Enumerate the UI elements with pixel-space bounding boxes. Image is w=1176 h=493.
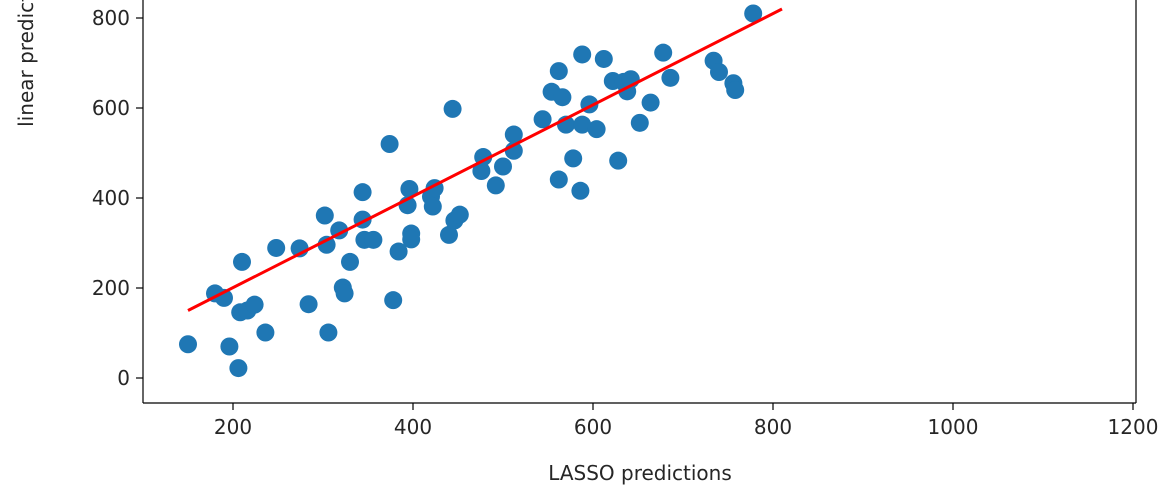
scatter-point — [494, 157, 512, 176]
scatter-point — [353, 183, 372, 202]
scatter-point — [573, 115, 592, 134]
scatter-point — [443, 99, 462, 118]
scatter-point — [573, 45, 592, 64]
scatter-point — [335, 284, 354, 303]
scatter-point — [654, 43, 673, 62]
scatter-point — [472, 162, 491, 180]
scatter-point — [267, 238, 286, 257]
x-tick-label: 1200 — [1108, 415, 1159, 439]
scatter-point — [384, 291, 403, 310]
scatter-point — [319, 323, 338, 342]
y-tick-label: 600 — [92, 96, 130, 120]
scatter-point — [609, 151, 628, 170]
x-tick-label: 200 — [214, 415, 252, 439]
x-axis-title: LASSO predictions — [548, 461, 732, 485]
scatter-point — [402, 230, 421, 249]
scatter-point — [533, 110, 552, 129]
scatter-point — [315, 206, 334, 225]
scatter-point — [486, 176, 505, 195]
scatter-point — [220, 337, 239, 356]
y-tick-label: 200 — [92, 276, 130, 300]
scatter-point — [549, 62, 568, 81]
y-tick-label: 800 — [92, 6, 130, 30]
fit-line — [187, 7, 783, 312]
scatter-point — [233, 252, 251, 271]
scatter-point — [179, 335, 197, 354]
scatter-point — [317, 235, 336, 254]
scatter-point — [380, 135, 399, 153]
scatter-point — [299, 295, 318, 314]
scatter-point — [389, 242, 408, 261]
scatter-point — [553, 88, 572, 107]
scatter-point — [245, 295, 264, 314]
scatter-point — [594, 49, 613, 68]
scatter-point — [364, 230, 383, 249]
x-tick-label: 1000 — [928, 415, 979, 439]
scatter-point — [450, 205, 469, 224]
x-tick-label: 400 — [394, 415, 432, 439]
y-tick-label: 400 — [92, 186, 130, 210]
x-tick-label: 800 — [754, 415, 792, 439]
scatter-point — [710, 63, 728, 81]
scatter-point — [440, 225, 458, 244]
scatter-point — [641, 93, 660, 112]
scatter-point — [744, 4, 763, 23]
scatter-point — [549, 170, 568, 189]
scatter-point — [587, 120, 606, 139]
scatter-point — [256, 323, 275, 342]
y-axis-title: linear predictions — [14, 0, 38, 127]
scatter-point — [341, 252, 359, 271]
scatter-point — [726, 81, 745, 99]
scatter-point — [229, 359, 248, 378]
scatter-point — [661, 68, 680, 87]
scatter-point — [504, 125, 523, 144]
scatter-point — [630, 113, 649, 132]
scatter-point — [564, 149, 583, 168]
scatter-point — [400, 180, 419, 198]
scatter-point — [423, 197, 442, 216]
y-tick-label: 0 — [117, 366, 130, 390]
x-tick-label: 600 — [574, 415, 612, 439]
scatter-point — [571, 181, 590, 200]
